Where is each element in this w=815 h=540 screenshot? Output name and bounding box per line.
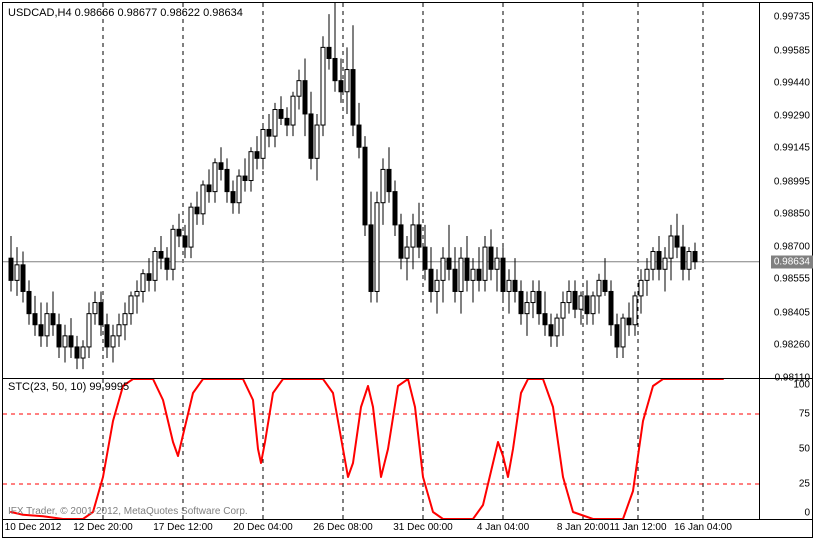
chart-title: USDCAD,H4 0.98666 0.98677 0.98622 0.9863… (8, 7, 243, 19)
time-axis-label: 20 Dec 04:00 (233, 522, 293, 533)
price-axis-label: 0.98405 (774, 307, 810, 318)
time-axis-label: 11 Jan 12:00 (609, 522, 666, 533)
symbol-timeframe: USDCAD,H4 (8, 7, 72, 19)
price-panel[interactable]: USDCAD,H4 0.98666 0.98677 0.98622 0.9863… (3, 3, 759, 379)
time-axis-label: 8 Jan 20:00 (557, 522, 609, 533)
time-axis-label: 12 Dec 20:00 (73, 522, 133, 533)
indicator-axis: 100 75 50 25 0 (759, 379, 813, 519)
time-axis-label: 31 Dec 00:00 (393, 522, 453, 533)
price-axis-label: 0.98850 (774, 208, 810, 219)
price-axis-label: 0.99440 (774, 77, 810, 88)
time-axis-label: 10 Dec 2012 (5, 522, 62, 533)
price-axis-label: 0.98555 (774, 274, 810, 285)
price-axis-label: 0.98995 (774, 176, 810, 187)
time-axis: 10 Dec 2012 12 Dec 20:00 17 Dec 12:00 20 De… (3, 519, 812, 538)
copyright-text: IFX Trader, © 2001-2012, MetaQuotes Soft… (8, 506, 248, 517)
current-price-box: 0.98634 (771, 255, 813, 268)
indicator-axis-label: 75 (799, 409, 810, 420)
indicator-panel[interactable]: STC(23, 50, 10) 99.9995 IFX Trader, © 20… (3, 379, 759, 519)
time-axis-label: 4 Jan 04:00 (477, 522, 529, 533)
indicator-svg (3, 379, 759, 519)
indicator-axis-label: 25 (799, 479, 810, 490)
price-axis-label: 0.99585 (774, 45, 810, 56)
time-axis-label: 16 Jan 04:00 (674, 522, 732, 533)
indicator-axis-label: 50 (799, 444, 810, 455)
price-axis-label: 0.98260 (774, 339, 810, 350)
indicator-title: STC(23, 50, 10) 99.9995 (8, 381, 129, 393)
price-axis-label: 0.99735 (774, 12, 810, 23)
indicator-axis-label: 100 (793, 380, 810, 391)
price-axis: 0.99735 0.99585 0.99440 0.99290 0.99145 0.989… (759, 3, 813, 379)
price-axis-label: 0.99290 (774, 111, 810, 122)
time-axis-label: 26 Dec 08:00 (313, 522, 373, 533)
price-axis-label: 0.99145 (774, 143, 810, 154)
price-axis-label: 0.98700 (774, 242, 810, 253)
chart-container: USDCAD,H4 0.98666 0.98677 0.98622 0.9863… (0, 0, 815, 540)
indicator-axis-label: 0 (804, 508, 810, 519)
time-axis-label: 17 Dec 12:00 (153, 522, 213, 533)
price-chart-svg (3, 3, 759, 378)
ohlc-display: 0.98666 0.98677 0.98622 0.98634 (75, 7, 243, 19)
